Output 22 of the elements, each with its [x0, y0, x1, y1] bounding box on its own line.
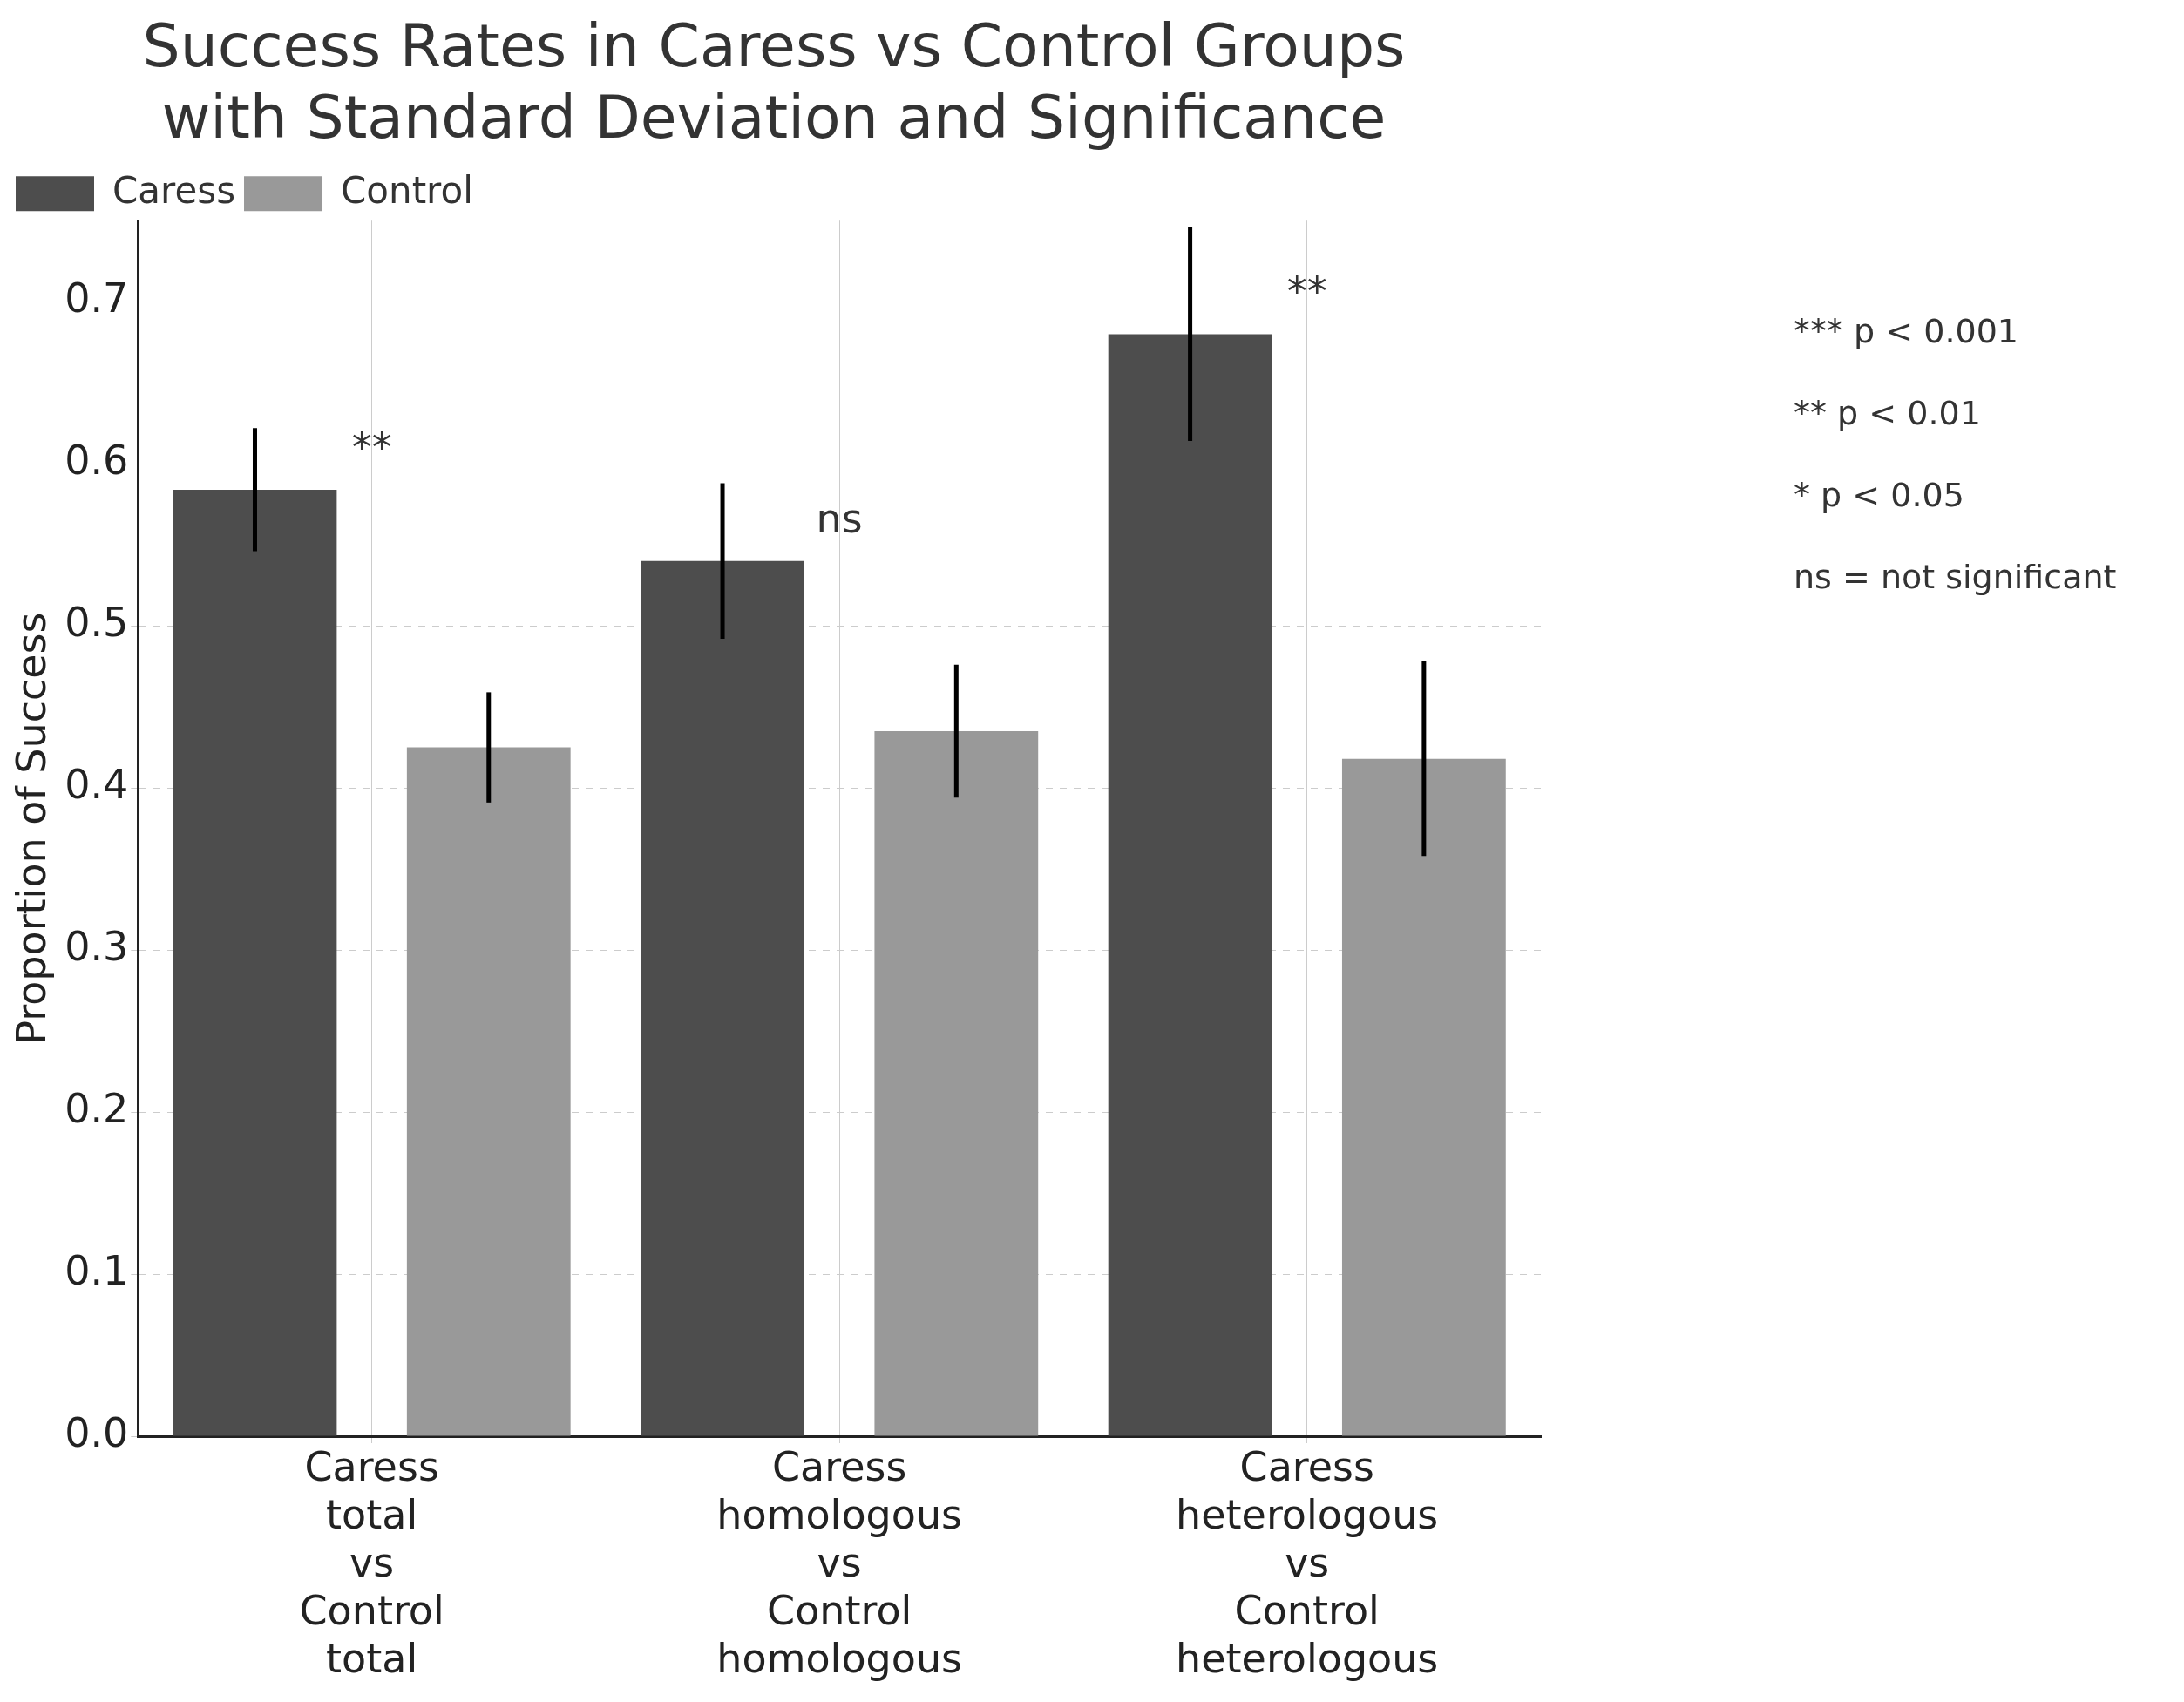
y-tick-label: 0.4	[64, 761, 129, 809]
y-tick-label: 0.0	[64, 1408, 129, 1456]
chart-title: Success Rates in Caress vs Control Groups with Standard Deviation and Significance	[142, 11, 1406, 153]
text: ** p < 0.01	[1794, 394, 1982, 432]
annotation: ns	[816, 494, 863, 542]
legend-label: Caress	[112, 169, 236, 213]
y-tick-label: 0.3	[64, 923, 129, 971]
text: * p < 0.05	[1794, 476, 1965, 514]
x-tick-label: Caress heterologous vs Control heterologous	[1176, 1442, 1439, 1683]
y-tick-label: 0.2	[64, 1085, 129, 1133]
annotation: **	[351, 423, 392, 471]
y-tick-label: 0.7	[64, 275, 129, 322]
text: *** p < 0.001	[1794, 312, 2019, 350]
text: ns = not significant	[1794, 558, 2117, 596]
x-tick-label: Caress homologous vs Control homologous	[716, 1442, 962, 1683]
y-tick-label: 0.1	[64, 1246, 129, 1294]
x-tick-label: Caress total vs Control total	[299, 1442, 444, 1683]
legend-label: Control	[341, 169, 473, 213]
y-tick-label: 0.6	[64, 437, 129, 485]
y-tick-label: 0.5	[64, 599, 129, 647]
y-axis-title: Proportion of Success	[7, 612, 55, 1045]
annotation: **	[1286, 268, 1327, 315]
